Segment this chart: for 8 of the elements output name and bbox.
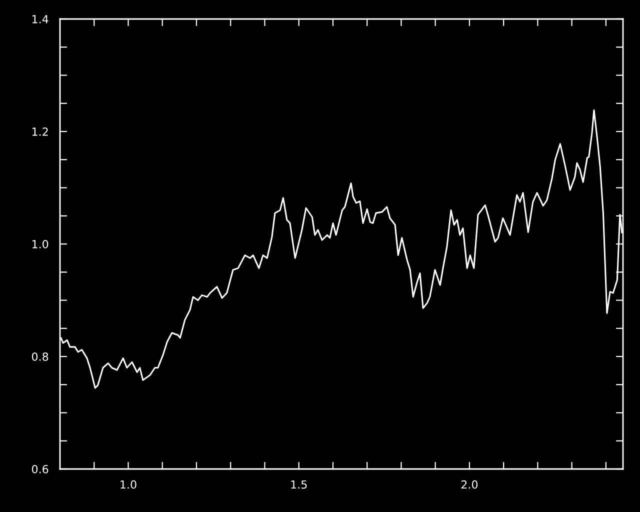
y-tick-label: 1.0	[32, 240, 48, 248]
x-tick-label: 1.5	[291, 480, 307, 489]
y-tick-label: 0.6	[32, 464, 48, 474]
y-tick-label: 0.8	[32, 352, 48, 361]
x-tick-label: 1.0	[120, 480, 136, 489]
x-tick-label: 2.0	[461, 480, 478, 489]
y-tick-label: 1.4	[32, 15, 48, 24]
y-tick-label: 1.2	[32, 127, 48, 136]
